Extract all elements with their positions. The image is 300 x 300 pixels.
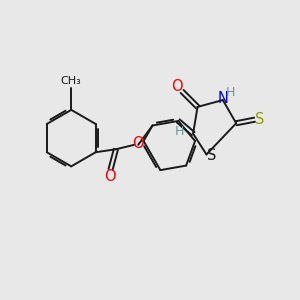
Text: N: N bbox=[218, 91, 229, 106]
Text: O: O bbox=[172, 80, 183, 94]
Text: O: O bbox=[104, 169, 116, 184]
Text: S: S bbox=[206, 148, 216, 164]
Text: H: H bbox=[175, 125, 184, 138]
Text: O: O bbox=[132, 136, 144, 151]
Text: H: H bbox=[226, 86, 236, 99]
Text: S: S bbox=[255, 112, 265, 127]
Text: CH₃: CH₃ bbox=[61, 76, 82, 86]
